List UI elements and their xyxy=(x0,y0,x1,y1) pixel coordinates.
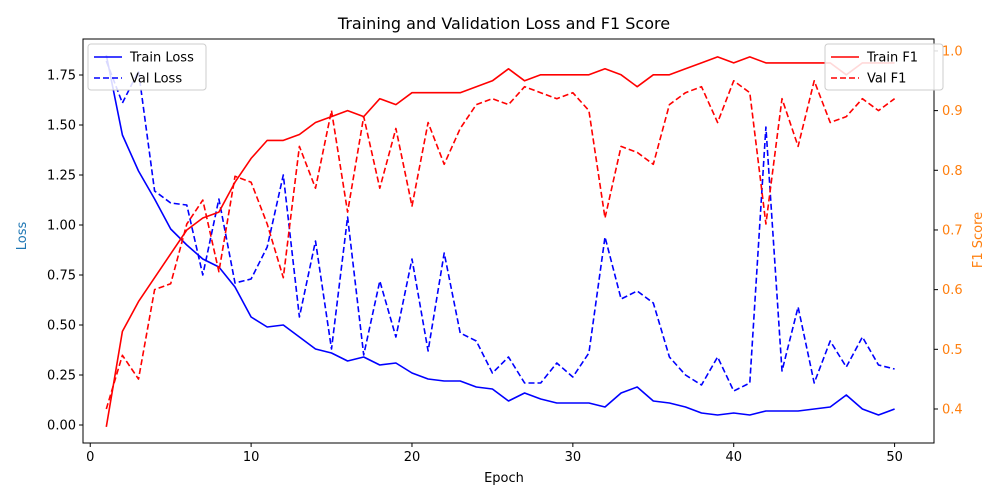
legends: Train Loss Val Loss Train F1 Val F1 xyxy=(87,43,944,91)
y-left-tick-label: 1.00 xyxy=(47,219,76,234)
y-axis-left-label: Loss xyxy=(15,222,30,251)
y-right-tick-label: 0.8 xyxy=(942,164,963,179)
x-tick-label: 50 xyxy=(886,450,903,465)
y-right-tick-label: 0.6 xyxy=(942,283,963,298)
y-right-tick-label: 0.5 xyxy=(942,343,963,358)
x-tick-label: 20 xyxy=(404,450,421,465)
x-axis-label: Epoch xyxy=(484,471,524,486)
legend-label-train-loss: Train Loss xyxy=(129,51,194,66)
legend-label-val-loss: Val Loss xyxy=(130,72,182,87)
y-right-tick-label: 0.4 xyxy=(942,402,963,417)
y-left-tick-label: 1.50 xyxy=(47,119,76,134)
legend-label-val-f1: Val F1 xyxy=(867,72,906,87)
y-right-tick-label: 0.9 xyxy=(942,104,963,119)
y-right-tick-label: 1.0 xyxy=(942,44,963,59)
series-line-train-f1 xyxy=(105,56,895,428)
y-left-tick-label: 1.75 xyxy=(47,69,76,84)
plot-area xyxy=(105,54,896,428)
series-line-train-loss xyxy=(105,54,895,416)
y-left-tick-label: 0.75 xyxy=(47,269,76,284)
y-left-tick-label: 0.50 xyxy=(47,319,76,334)
axes: 0 10 20 30 40 50 0.00 0.25 0.50 0.75 1.00 1.25 1.50 1… xyxy=(47,38,963,465)
y-left-tick-label: 1.25 xyxy=(47,169,76,184)
series-line-val-loss xyxy=(105,60,895,392)
x-tick-label: 30 xyxy=(565,450,582,465)
chart-title: Training and Validation Loss and F1 Scor… xyxy=(337,14,670,33)
legend-label-train-f1: Train F1 xyxy=(866,51,918,66)
y-left-tick-label: 0.00 xyxy=(47,419,76,434)
y-left-tick-label: 0.25 xyxy=(47,369,76,384)
y-right-tick-label: 0.7 xyxy=(942,223,963,238)
x-tick-label: 10 xyxy=(243,450,260,465)
x-tick-label: 40 xyxy=(725,450,742,465)
series-line-val-f1 xyxy=(105,80,896,410)
plot-frame xyxy=(82,38,935,444)
y-axis-right-label: F1 Score xyxy=(971,212,986,268)
x-tick-label: 0 xyxy=(86,450,94,465)
